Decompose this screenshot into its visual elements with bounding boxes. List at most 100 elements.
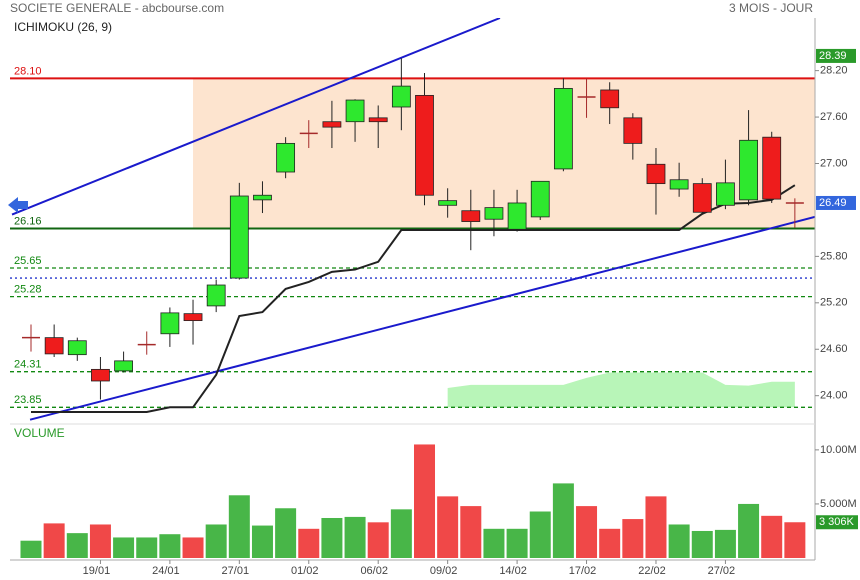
y-tick-label: 5.000M (820, 498, 857, 510)
candle-body (114, 360, 133, 372)
y-tick-label: 25.80 (820, 250, 848, 262)
price-marker (816, 48, 856, 63)
volume-bar (66, 533, 88, 558)
chart-title: SOCIETE GENERALE - abcbourse.com (10, 1, 224, 15)
volume-bar (43, 523, 65, 558)
y-tick-label: 27.00 (820, 157, 848, 169)
volume-bar (576, 506, 598, 558)
y-tick-label: 25.20 (820, 297, 848, 309)
y-tick-label: 24.00 (820, 390, 848, 402)
volume-marker (816, 515, 858, 530)
volume-bar (136, 537, 158, 558)
candle-body (623, 117, 643, 144)
price-marker-label: 28.39 (819, 50, 847, 62)
candle-body (322, 121, 342, 128)
volume-bar (251, 525, 273, 558)
volume-bar (599, 528, 621, 558)
x-tick-label: 01/02 (291, 565, 319, 577)
volume-bar (691, 530, 713, 558)
candle-body (646, 163, 666, 185)
volume-bar (437, 496, 459, 558)
candle-body (183, 313, 203, 322)
x-tick-label: 19/01 (83, 565, 111, 577)
candle-body (229, 195, 249, 279)
candle-body (391, 85, 411, 108)
price-marker-label: 26.49 (819, 197, 847, 209)
level-label: 24.31 (14, 359, 42, 371)
price-marker (816, 195, 856, 210)
level-label: 28.10 (14, 65, 42, 77)
volume-bar (228, 495, 250, 558)
volume-bar (414, 444, 436, 558)
volume-bar (298, 528, 320, 558)
candle-body (206, 284, 226, 307)
candle-body (368, 117, 388, 123)
candle-body (600, 89, 620, 109)
y-tick-label: 24.60 (820, 343, 848, 355)
volume-bar (784, 522, 806, 558)
candle-body (484, 207, 504, 220)
level-label: 25.65 (14, 255, 42, 267)
candle-body (762, 136, 782, 200)
volume-bar (344, 516, 366, 558)
candle-body (530, 180, 550, 218)
level-label: 23.85 (14, 394, 42, 406)
volume-bar (738, 503, 760, 558)
volume-bar (552, 483, 574, 558)
x-tick-label: 06/02 (360, 565, 388, 577)
volume-bar (89, 524, 111, 558)
volume-bar (390, 509, 412, 558)
candle-body (160, 312, 180, 335)
volume-marker-label: 3 306K (819, 516, 855, 528)
volume-bar (761, 515, 783, 558)
volume-bar (182, 537, 204, 558)
x-tick-label: 14/02 (499, 565, 527, 577)
candle-body (461, 210, 481, 222)
volume-bar (159, 534, 181, 558)
volume-bar (645, 496, 667, 558)
candle-body (553, 88, 573, 170)
x-tick-label: 24/01 (152, 565, 180, 577)
x-tick-label: 27/01 (222, 565, 250, 577)
candle-body (669, 179, 689, 190)
volume-bar (622, 519, 644, 558)
period: 3 MOIS - JOUR (729, 1, 813, 15)
volume-bar (506, 528, 528, 558)
x-tick-label: 27/02 (708, 565, 736, 577)
x-tick-label: 22/02 (638, 565, 666, 577)
volume-bar (113, 537, 135, 558)
ichimoku-line (30, 184, 796, 413)
candle-body (345, 99, 365, 123)
x-tick-label: 09/02 (430, 565, 458, 577)
arrow-icon (8, 197, 28, 213)
volume-bar (529, 511, 551, 558)
candle-body (438, 200, 458, 206)
ichimoku-cloud (447, 372, 795, 408)
trendline (29, 215, 815, 421)
volume-bar (20, 540, 42, 558)
candle-body (415, 94, 434, 196)
candle-body (716, 182, 735, 206)
volume-title: VOLUME (14, 426, 65, 440)
indicator-label: ICHIMOKU (26, 9) (14, 20, 112, 34)
volume-bar (460, 506, 482, 558)
candle-body (739, 139, 758, 201)
volume-bar (205, 524, 227, 558)
candle-body (67, 340, 87, 356)
volume-bar (714, 529, 736, 558)
volume-bar (483, 528, 505, 558)
level-label: 26.16 (14, 215, 42, 227)
candle-body (692, 183, 712, 213)
level-label: 25.28 (14, 284, 42, 296)
candle-body (44, 337, 64, 355)
y-tick-label: 10.00M (820, 444, 857, 456)
volume-bar (367, 522, 389, 558)
y-tick-label: 27.60 (820, 111, 848, 123)
candle-body (91, 368, 110, 382)
candle-body (507, 202, 527, 230)
x-tick-label: 17/02 (569, 565, 597, 577)
volume-bar (668, 524, 690, 558)
y-tick-label: 28.20 (820, 65, 848, 77)
candle-body (253, 194, 272, 201)
